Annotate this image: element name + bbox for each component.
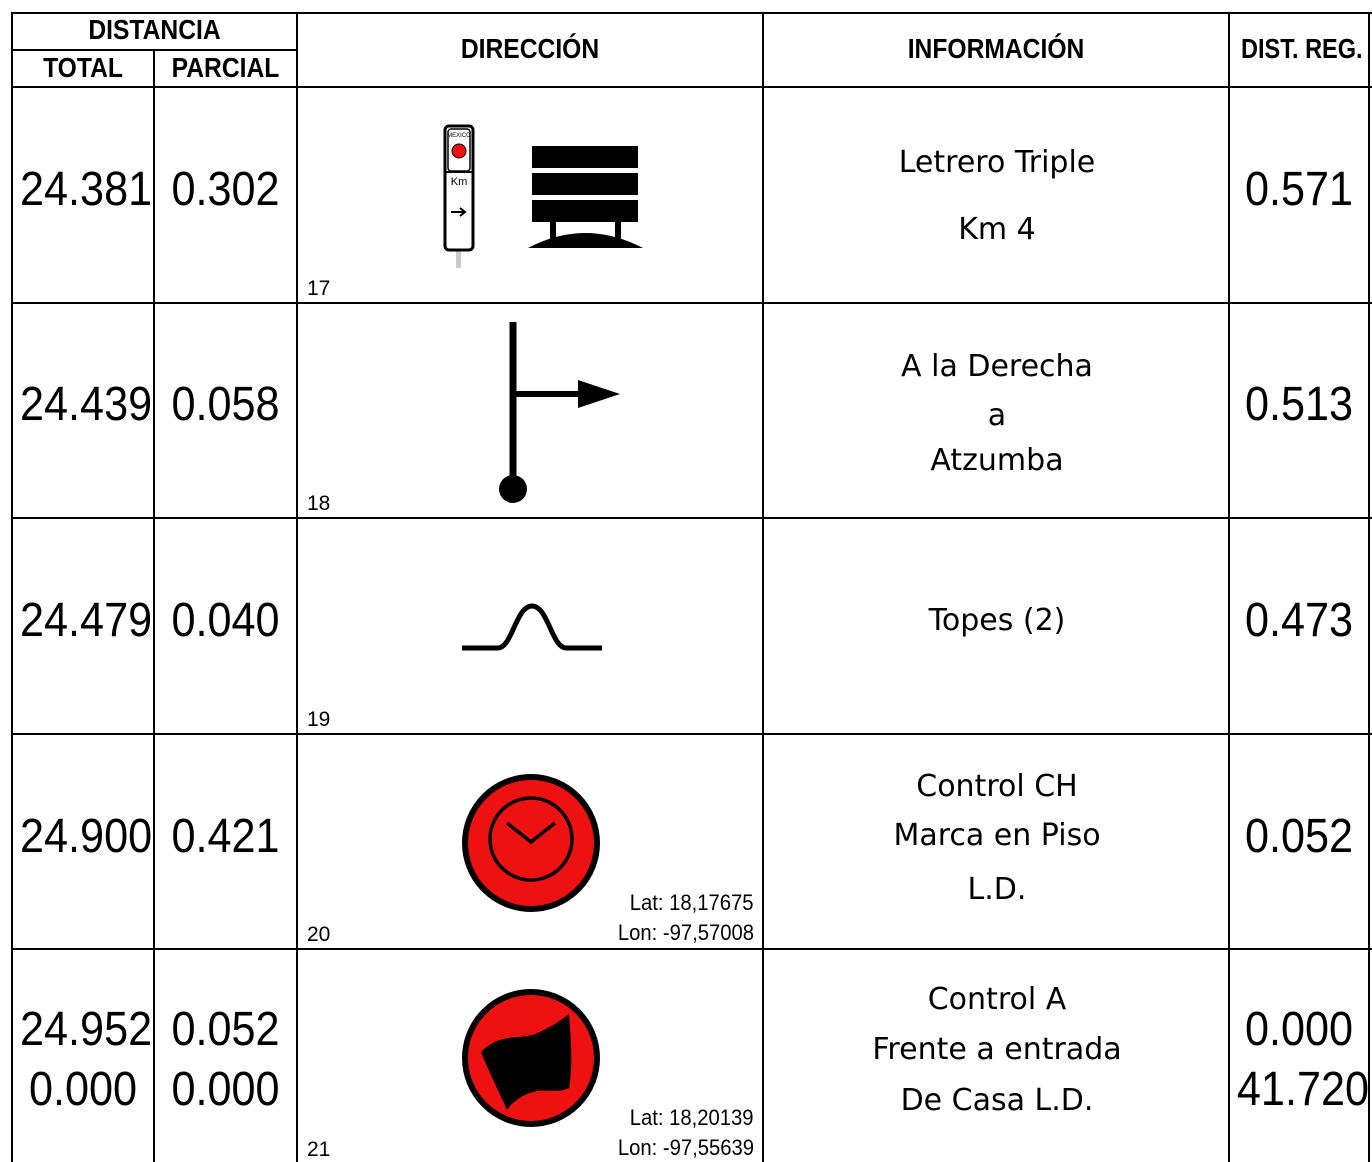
step-number: 21 — [307, 1138, 331, 1161]
total-distance: 24.439 — [20, 378, 153, 431]
step-number: 17 — [307, 277, 331, 300]
info-line: Frente a entrada — [872, 1032, 1122, 1067]
row-divider — [11, 302, 1372, 304]
dist-reg-total: 41.720 — [1236, 1063, 1370, 1116]
latitude-label: Lat: 18,20139 — [630, 1105, 754, 1130]
col-divider-informacion-distreg — [1228, 12, 1230, 1162]
partial-distance: 0.302 — [171, 163, 280, 216]
info-line: L.D. — [967, 872, 1027, 907]
header-direccion: DIRECCIÓN — [460, 33, 600, 64]
partial-distance: 0.421 — [171, 810, 280, 863]
table-right-border — [1368, 12, 1370, 1162]
info-line: Letrero Triple — [898, 145, 1096, 180]
dist-reg-value: 0.473 — [1244, 594, 1354, 647]
info-line: Control A — [927, 982, 1067, 1017]
total-distance: 24.479 — [20, 594, 153, 647]
step-number: 19 — [307, 708, 331, 731]
total-distance: 24.381 — [20, 163, 153, 216]
info-line: De Casa L.D. — [900, 1083, 1094, 1118]
dist-reg-value: 0.052 — [1244, 810, 1354, 863]
row-divider — [11, 948, 1372, 950]
longitude-label: Lon: -97,55639 — [617, 1135, 754, 1160]
arrival-control-flag-icon — [462, 989, 600, 1127]
col-divider-direccion-informacion — [762, 12, 764, 1162]
partial-distance: 0.052 — [171, 1003, 280, 1056]
turn-right-arrow-icon — [499, 322, 620, 503]
step-number: 20 — [307, 923, 331, 946]
time-control-clock-icon — [462, 774, 600, 912]
total-distance: 24.952 — [20, 1003, 153, 1056]
info-line: A la Derecha — [901, 349, 1093, 384]
info-line: Marca en Piso — [893, 818, 1101, 853]
header-informacion: INFORMACIÓN — [907, 33, 1085, 64]
header-parcial: PARCIAL — [171, 52, 280, 83]
info-line: Control CH — [916, 769, 1078, 804]
marker-km-text: Km — [451, 176, 468, 188]
info-line: a — [987, 398, 1007, 433]
marker-country-text: MEXICO — [447, 133, 471, 139]
partial-distance: 0.040 — [171, 594, 280, 647]
longitude-label: Lon: -97,57008 — [617, 920, 754, 945]
info-line: Topes (2) — [928, 603, 1066, 638]
total-distance: 24.900 — [20, 810, 153, 863]
table-top-border — [11, 12, 1372, 14]
header-bottom-border — [11, 86, 1372, 88]
table-left-border — [11, 12, 13, 1162]
row-divider — [11, 733, 1372, 735]
step-number: 18 — [307, 492, 331, 515]
latitude-label: Lat: 18,17675 — [630, 890, 754, 915]
info-line: Km 4 — [958, 212, 1036, 247]
triple-sign-icon — [528, 146, 643, 248]
col-divider-total-parcial — [153, 49, 155, 1162]
partial-distance: 0.058 — [171, 378, 280, 431]
header-total: TOTAL — [43, 52, 123, 83]
col-divider-distancia-direccion — [296, 12, 298, 1162]
km-marker-post-icon: MEXICO Km — [443, 124, 475, 268]
dist-reg-value: 0.000 — [1244, 1003, 1354, 1056]
header-distancia: DISTANCIA — [88, 14, 221, 45]
header-dist-reg: DIST. REG. — [1241, 33, 1363, 64]
dist-reg-value: 0.571 — [1244, 163, 1354, 216]
dist-reg-value: 0.513 — [1244, 378, 1354, 431]
row-divider — [11, 517, 1372, 519]
info-line: Atzumba — [930, 443, 1064, 478]
speed-bump-icon — [462, 603, 602, 651]
partial-distance-reset: 0.000 — [171, 1063, 280, 1116]
total-distance-reset: 0.000 — [28, 1063, 138, 1116]
